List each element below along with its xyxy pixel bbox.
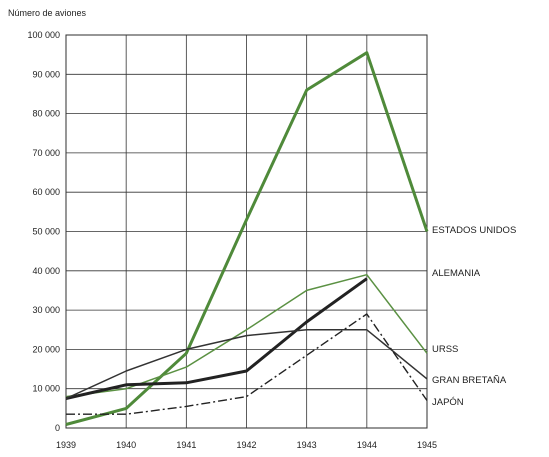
x-tick-labels: 1939 1940 1941 1942 1943 1944 1945 (56, 440, 437, 450)
y-tick-label: 70 000 (32, 148, 60, 158)
series-labels: ESTADOS UNIDOS ALEMANIA URSS GRAN BRETAÑA JA… (432, 225, 516, 408)
series-label: JAPÓN (432, 397, 464, 408)
x-tick-label: 1945 (417, 440, 437, 450)
series-label: ALEMANIA (432, 268, 481, 279)
grid (65, 34, 428, 429)
y-tick-label: 80 000 (32, 109, 60, 119)
x-tick-label: 1942 (236, 440, 256, 450)
series-lines (65, 51, 429, 426)
series-line (65, 277, 368, 400)
x-tick-label: 1944 (357, 440, 377, 450)
x-tick-label: 1943 (297, 440, 317, 450)
y-axis-title: Número de aviones (8, 8, 87, 18)
y-tick-label: 50 000 (32, 227, 60, 237)
y-tick-label: 30 000 (32, 305, 60, 315)
x-tick-label: 1940 (116, 440, 136, 450)
y-tick-label: 0 (55, 423, 60, 433)
y-tick-labels: 0 10 000 20 000 30 000 40 000 50 000 60 000 70 … (27, 30, 60, 433)
y-tick-label: 60 000 (32, 187, 60, 197)
x-tick-label: 1939 (56, 440, 76, 450)
series-label: GRAN BRETAÑA (432, 375, 507, 386)
x-tick-label: 1941 (176, 440, 196, 450)
series-label: ESTADOS UNIDOS (432, 225, 516, 236)
y-tick-label: 10 000 (32, 384, 60, 394)
y-tick-label: 20 000 (32, 344, 60, 354)
y-tick-label: 100 000 (27, 30, 60, 40)
series-label: URSS (432, 344, 458, 355)
y-tick-label: 40 000 (32, 266, 60, 276)
y-tick-label: 90 000 (32, 69, 60, 79)
